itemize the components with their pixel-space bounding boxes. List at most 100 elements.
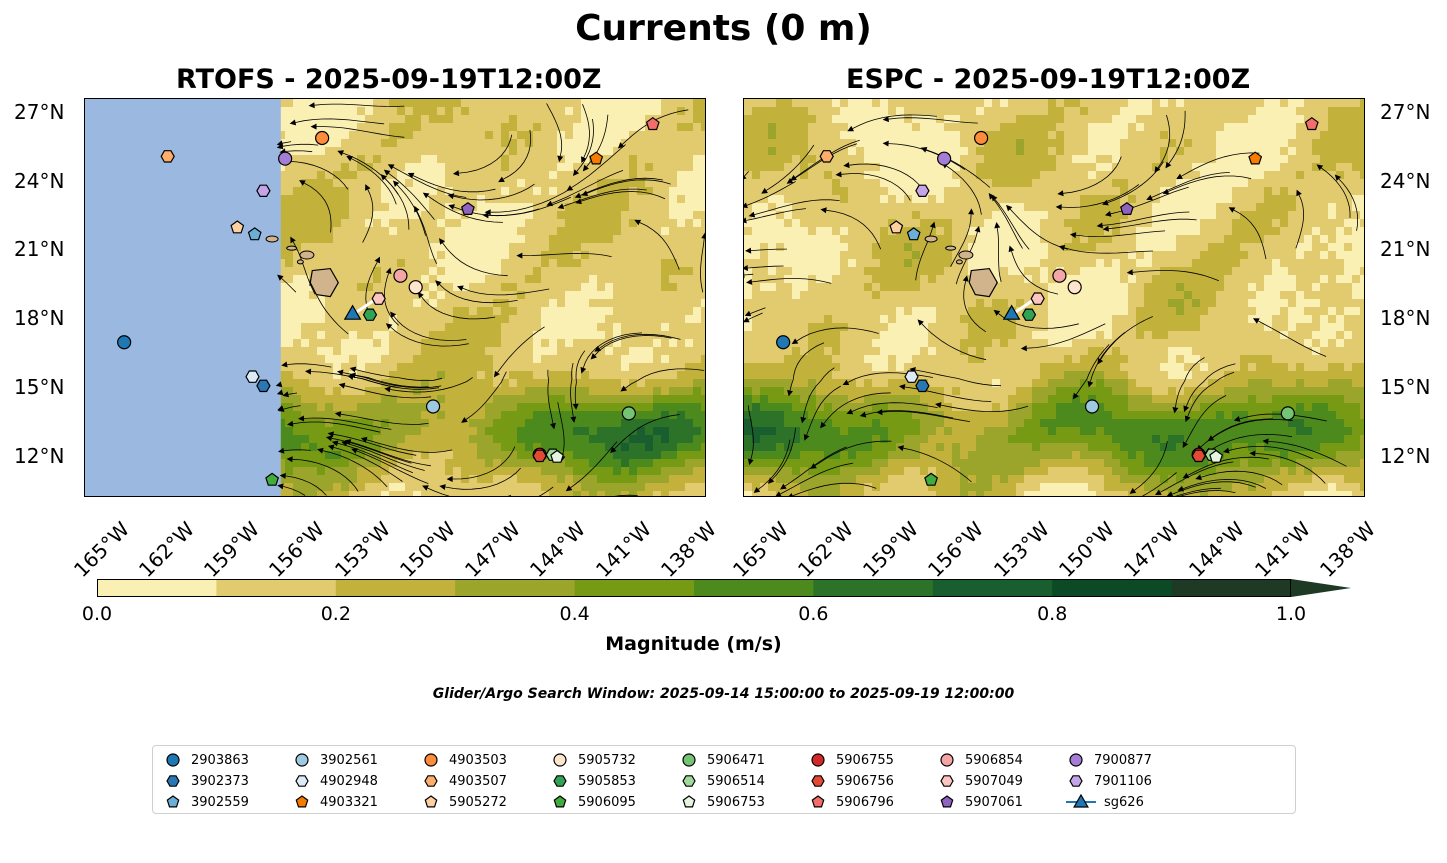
legend-label: 5906755	[836, 752, 894, 768]
flow-arrow	[331, 440, 339, 447]
flow-arrow	[820, 421, 827, 429]
lon-label-rtofs: 141°W	[590, 516, 656, 582]
flow-arrow	[800, 416, 807, 424]
legend-marker-icon	[682, 795, 696, 808]
flow-arrow	[744, 217, 747, 224]
lat-label-left: 24°N	[14, 168, 65, 193]
flow-arrow	[457, 285, 464, 292]
legend-marker-icon	[553, 753, 567, 767]
flow-arrow	[334, 411, 342, 418]
float-5906854	[393, 268, 408, 283]
float-5905272	[889, 220, 904, 234]
flow-arrow	[859, 411, 867, 418]
legend-marker-icon	[424, 795, 438, 808]
flow-arrow	[360, 436, 368, 443]
legend-label: 3902559	[191, 794, 249, 810]
flow-arrow	[275, 381, 283, 388]
legend-label: 7900877	[1094, 752, 1152, 768]
streamlines	[744, 110, 1359, 496]
flow-arrow	[1020, 345, 1027, 352]
flow-arrow	[810, 463, 817, 469]
legend-marker-icon	[940, 775, 954, 787]
legend-marker-icon	[940, 753, 954, 767]
flow-arrow	[1006, 204, 1013, 212]
float-3902373	[915, 379, 930, 393]
flow-arrow	[968, 208, 975, 215]
flow-arrow	[620, 385, 628, 392]
lat-label-right: 15°N	[1380, 375, 1431, 400]
legend-label: 5906756	[836, 773, 894, 789]
flow-arrow	[747, 458, 754, 466]
legend-marker-icon	[811, 753, 825, 767]
legend-marker-icon	[1069, 775, 1083, 787]
flow-arrow	[317, 447, 324, 454]
flow-arrow	[327, 431, 335, 438]
flow-arrow	[349, 372, 356, 379]
float-5907061	[460, 201, 475, 216]
flow-arrow	[1249, 450, 1256, 457]
legend-item: 3902561	[292, 750, 378, 770]
flow-arrow	[1316, 164, 1324, 171]
colorbar-segment	[216, 579, 337, 597]
flow-arrow	[634, 219, 642, 226]
legend-label: 5906095	[578, 794, 636, 810]
flow-arrow	[1008, 245, 1015, 253]
legend-label: 5907061	[965, 794, 1023, 810]
legend-marker-icon	[1066, 793, 1096, 808]
flow-arrow	[753, 486, 761, 494]
lat-label-left: 12°N	[14, 443, 65, 468]
lon-label-espc: 138°W	[1315, 516, 1381, 582]
flow-arrow	[414, 205, 420, 213]
legend-label: 5906796	[836, 794, 894, 810]
flow-arrow	[897, 445, 904, 452]
lat-label-right: 21°N	[1380, 237, 1431, 262]
float-5906756	[532, 449, 547, 463]
legend-marker-icon	[1069, 753, 1083, 767]
flow-arrow	[482, 212, 489, 219]
legend-item: 5907061	[937, 792, 1023, 812]
legend-marker-icon	[424, 775, 438, 787]
flow-arrow	[1176, 173, 1183, 180]
flow-arrow	[876, 409, 883, 416]
legend-item: 5905853	[550, 771, 636, 791]
flow-arrow	[276, 143, 284, 150]
flow-arrow	[991, 194, 998, 202]
flow-arrow	[417, 291, 424, 299]
legend-label: 3902561	[320, 752, 378, 768]
flow-arrow	[498, 176, 505, 183]
float-sg626	[343, 304, 362, 320]
legend-label: 2903863	[191, 752, 249, 768]
legend-label: 3902373	[191, 773, 249, 789]
legend-item: 5905272	[421, 792, 507, 812]
flow-arrow	[338, 382, 346, 389]
flow-arrow	[993, 309, 1001, 316]
flow-arrow	[882, 140, 889, 147]
float-3902559	[906, 227, 921, 241]
flow-arrow	[337, 369, 344, 376]
lon-label-rtofs: 138°W	[656, 516, 722, 582]
flow-arrow	[775, 491, 782, 496]
flow-arrow	[310, 123, 317, 130]
flow-arrow	[452, 170, 460, 177]
flow-arrow	[590, 353, 597, 360]
colorbar-tick-label: 0.4	[559, 603, 590, 625]
colorbar-extend-arrow	[1291, 579, 1351, 597]
flow-arrow	[803, 434, 810, 441]
lat-label-left: 21°N	[14, 237, 65, 262]
flow-arrow	[1057, 190, 1064, 197]
flow-arrow	[581, 190, 589, 197]
flow-arrow	[276, 389, 284, 396]
float-5906095	[265, 472, 280, 486]
flow-arrow	[920, 146, 928, 153]
flow-arrow	[550, 422, 556, 430]
flow-arrow	[744, 316, 750, 323]
flow-arrow	[898, 384, 906, 390]
flow-arrow	[1058, 244, 1066, 251]
float-4903503	[315, 130, 330, 146]
lon-label-espc: 156°W	[923, 516, 989, 582]
flow-arrow	[1102, 199, 1109, 206]
float-3902373	[256, 379, 271, 393]
flow-arrow	[546, 200, 554, 207]
lon-label-rtofs: 156°W	[264, 516, 330, 582]
colorbar-tick-label: 0.0	[81, 603, 113, 625]
